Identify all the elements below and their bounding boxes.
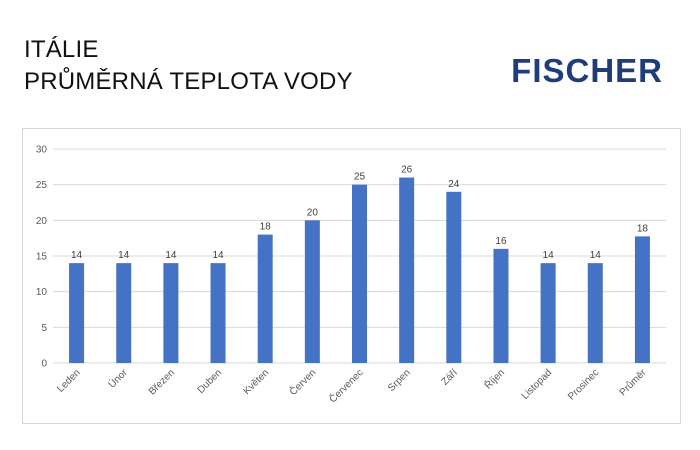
bar [352,184,367,363]
x-tick-label: Srpen [386,367,413,394]
bar [163,263,179,363]
data-label: 14 [118,250,130,261]
bar [69,263,85,363]
x-tick-label: Únor [105,365,130,390]
x-tick-label: Červen [286,366,318,398]
y-tick-label: 20 [36,216,48,227]
x-tick-label: Říjen [481,366,507,392]
data-label: 26 [401,165,413,176]
bar [446,191,462,363]
data-label: 16 [495,236,507,247]
data-label: 14 [165,250,177,261]
title-country: ITÁLIE [24,36,99,63]
title-subtitle: PRŮMĚRNÁ TEPLOTA VODY [24,68,353,95]
bar [257,234,273,363]
y-tick-label: 15 [36,252,48,263]
data-label: 25 [354,172,366,183]
y-tick-label: 0 [41,359,47,370]
data-label: 24 [448,179,460,190]
bar [540,263,556,363]
data-label: 14 [543,250,555,261]
x-tick-label: Červenec [326,366,365,405]
chart-title-block: ITÁLIE PRŮMĚRNÁ TEPLOTA VODY [24,34,353,98]
x-tick-label: Prosinec [566,367,601,402]
chart-frame: 0 5 10 15 20 25 30 14 Leden 14 Únor 14 Březen 14 Duben… [22,128,681,424]
data-label: 18 [260,222,272,233]
x-tick-label: Březen [147,367,177,397]
data-label: 14 [212,250,224,261]
x-tick-label: Leden [55,367,82,394]
data-label: 20 [307,207,319,218]
bar [587,263,603,363]
data-label: 18 [637,223,649,234]
bar [493,248,509,363]
y-tick-label: 10 [36,287,48,298]
bar [399,177,415,363]
x-tick-label: Duben [196,367,225,396]
y-tick-label: 5 [41,323,47,334]
bar [634,236,650,363]
x-tick-label: Průměr [617,366,649,398]
y-tick-label: 30 [36,145,48,156]
fischer-logo: FISCHER [511,52,663,89]
x-tick-label: Září [440,367,461,388]
bar [210,263,226,363]
x-tick-label: Listopad [520,367,555,402]
bar [116,263,132,363]
data-label: 14 [590,250,602,261]
bar [304,220,320,363]
y-tick-label: 25 [36,180,48,191]
bar-chart: 0 5 10 15 20 25 30 14 Leden 14 Únor 14 Březen 14 Duben… [36,145,666,405]
x-tick-label: Květen [242,367,272,397]
data-label: 14 [71,250,83,261]
